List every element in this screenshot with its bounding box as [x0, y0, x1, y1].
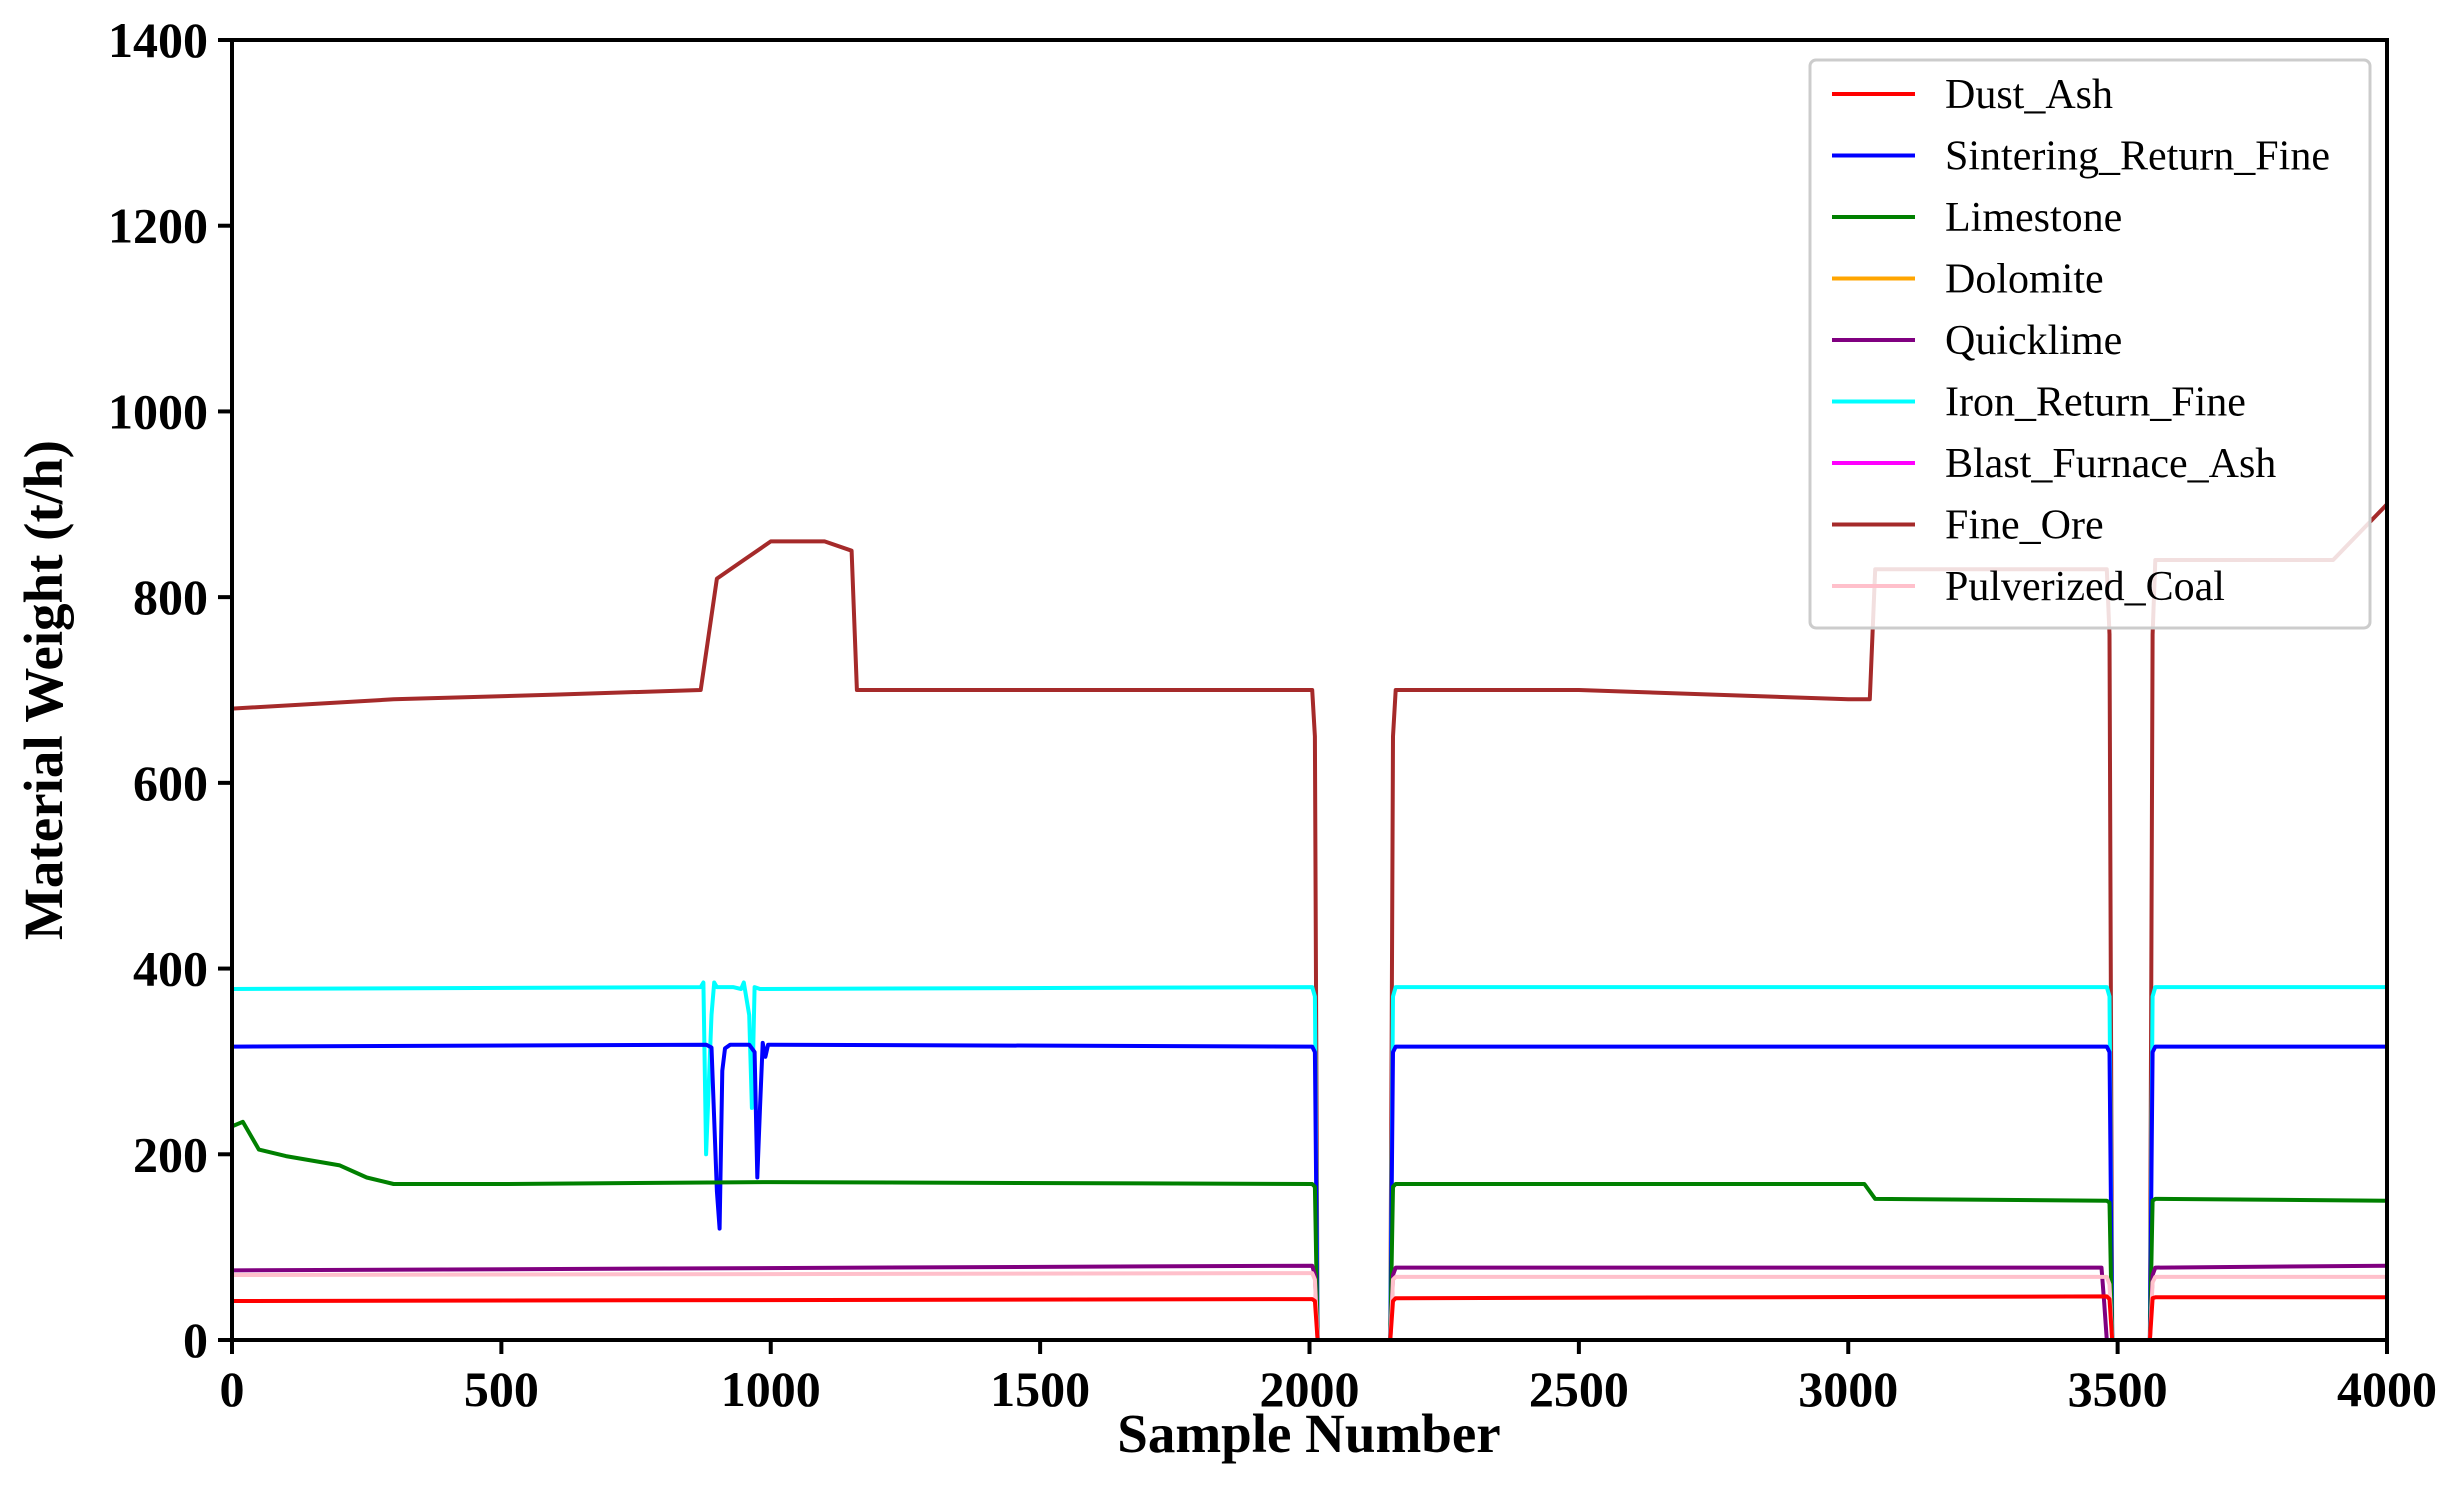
x-tick-label: 3000	[1798, 1361, 1898, 1417]
x-axis-title: Sample Number	[1117, 1403, 1500, 1464]
legend-label-pulverized-coal: Pulverized_Coal	[1945, 564, 2225, 610]
x-tick-label: 2500	[1529, 1361, 1629, 1417]
legend-label-limestone: Limestone	[1945, 195, 2122, 241]
x-axis: 0 500 1000 1500 2000 2500 3000 3500 4000	[220, 1340, 2437, 1417]
y-tick-label: 0	[183, 1312, 208, 1368]
legend-label-dust-ash: Dust_Ash	[1945, 72, 2113, 118]
y-tick-label: 600	[133, 755, 208, 811]
legend-label-fine-ore: Fine_Ore	[1945, 503, 2104, 549]
x-tick-label: 2000	[1260, 1361, 1360, 1417]
x-tick-label: 3500	[2068, 1361, 2168, 1417]
y-axis-title: Material Weight (t/h)	[13, 440, 74, 940]
y-tick-label: 400	[133, 941, 208, 997]
x-tick-label: 1000	[721, 1361, 821, 1417]
legend-box	[1808, 58, 2372, 630]
y-tick-label: 200	[133, 1126, 208, 1182]
legend-label-iron-return-fine: Iron_Return_Fine	[1945, 380, 2246, 426]
x-tick-label: 0	[220, 1361, 245, 1417]
series-line-sintering-return-fine	[231, 1040, 2387, 1342]
x-tick-label: 1500	[990, 1361, 1090, 1417]
y-tick-label: 800	[133, 569, 208, 625]
legend-label-quicklime: Quicklime	[1945, 318, 2122, 364]
x-tick-label: 4000	[2337, 1361, 2437, 1417]
y-tick-label: 1200	[108, 198, 208, 254]
legend-label-sintering-return-fine: Sintering_Return_Fine	[1945, 134, 2330, 180]
legend-label-dolomite: Dolomite	[1945, 257, 2104, 303]
y-tick-label: 1000	[108, 383, 208, 439]
series-line-dust-ash	[231, 1294, 2387, 1342]
y-axis: 0 200 400 600 800 1000 1200 1400	[108, 12, 232, 1368]
legend: Dust_Ash Sintering_Return_Fine Limestone Do…	[1808, 58, 2372, 630]
x-tick-label: 500	[464, 1361, 539, 1417]
y-tick-label: 1400	[108, 12, 208, 68]
legend-label-blast-furnace-ash: Blast_Furnace_Ash	[1945, 441, 2276, 487]
series-line-pulverized-coal	[231, 1271, 2387, 1342]
